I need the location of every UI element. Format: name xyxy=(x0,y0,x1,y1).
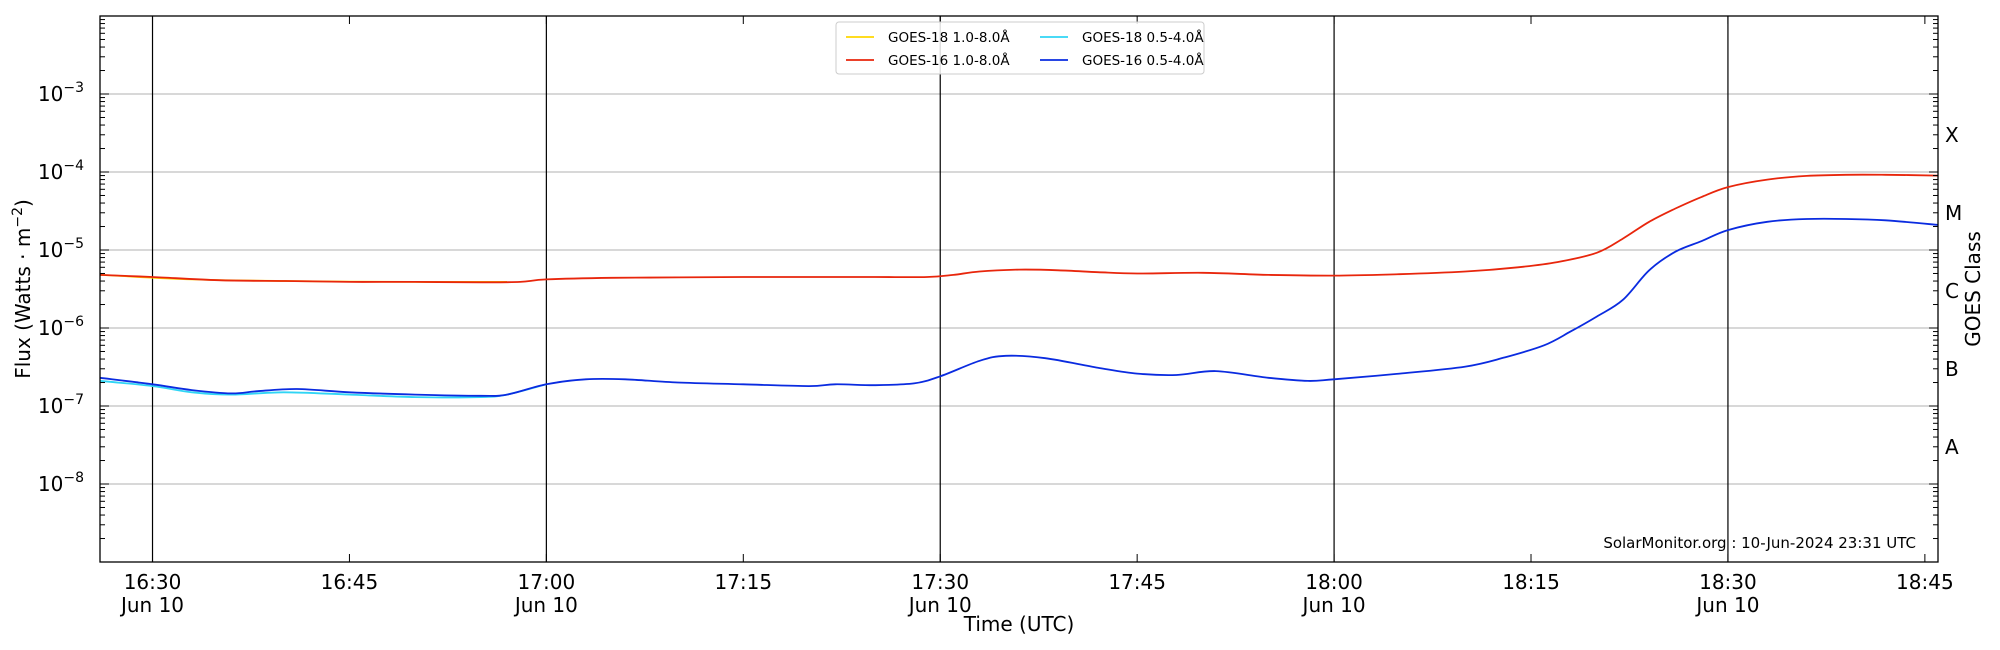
x-tick-label: 17:00 xyxy=(518,570,576,594)
x-tick-label: 16:30 xyxy=(124,570,182,594)
legend-box xyxy=(835,21,1205,75)
x-tick-label: 18:00 xyxy=(1305,570,1363,594)
x-tick-label: 18:15 xyxy=(1502,570,1560,594)
legend-entry-label: GOES-16 0.5-4.0Å xyxy=(1082,52,1204,69)
legend: GOES-18 1.0-8.0Å GOES-16 1.0-8.0Å GOES-18 … xyxy=(835,21,1205,75)
legend-entry-label: GOES-18 0.5-4.0Å xyxy=(1082,29,1204,46)
x-tick-date-label: Jun 10 xyxy=(119,593,184,617)
vertical-marker-lines xyxy=(151,16,1729,562)
y-tick-exponent: −5 xyxy=(63,236,84,252)
y-tick-base: 10 xyxy=(38,316,63,340)
series-lines xyxy=(100,173,1938,399)
goes-class-label: X xyxy=(1945,123,1959,147)
y-tick-exponent: −8 xyxy=(63,470,84,486)
y-tick-exponent: −3 xyxy=(63,80,84,96)
x-tick-label: 16:45 xyxy=(321,570,379,594)
y-tick-label: 10−5 xyxy=(38,236,84,262)
y-axis-label: Flux (Watts · m−2) xyxy=(10,199,35,379)
x-tick-date-label: Jun 10 xyxy=(907,593,972,617)
plot-frame xyxy=(99,15,1939,563)
right-axis-label: GOES Class xyxy=(1961,231,1985,347)
x-tick-date-label: Jun 10 xyxy=(513,593,578,617)
x-tick-label: 18:30 xyxy=(1699,570,1757,594)
y-axis-label-close: ) xyxy=(11,199,35,207)
series-line-3 xyxy=(100,217,1938,397)
goes-class-label: A xyxy=(1945,435,1959,459)
legend-entry-label: GOES-16 1.0-8.0Å xyxy=(888,52,1010,69)
y-tick-exponent: −4 xyxy=(63,158,84,174)
x-tick-date-label: Jun 10 xyxy=(1301,593,1366,617)
x-axis-label: Time (UTC) xyxy=(963,612,1075,636)
goes-class-label: B xyxy=(1945,357,1959,381)
x-tick-label: 18:45 xyxy=(1896,570,1954,594)
y-axis-label-exponent: −2 xyxy=(10,207,26,228)
y-axis-ticks: 10−810−710−610−510−410−3 xyxy=(38,19,109,563)
y-tick-label: 10−8 xyxy=(38,470,84,496)
x-tick-label: 17:30 xyxy=(911,570,969,594)
x-tick-label: 17:45 xyxy=(1108,570,1166,594)
y-tick-base: 10 xyxy=(38,160,63,184)
y-tick-base: 10 xyxy=(38,394,63,418)
grid-lines xyxy=(100,93,1938,485)
y-axis-label-main: Flux (Watts · m xyxy=(11,228,35,379)
y-tick-base: 10 xyxy=(38,238,63,262)
y-tick-label: 10−3 xyxy=(38,80,84,106)
watermark: SolarMonitor.org : 10-Jun-2024 23:31 UTC xyxy=(1603,534,1916,552)
y-tick-exponent: −7 xyxy=(63,392,84,408)
y-tick-exponent: −6 xyxy=(63,314,84,330)
goes-class-label: M xyxy=(1945,201,1962,225)
goes-class-label: C xyxy=(1945,279,1959,303)
right-axis-ticks xyxy=(1929,19,1938,563)
series-line-1 xyxy=(100,173,1938,284)
y-tick-label: 10−6 xyxy=(38,314,84,340)
y-tick-base: 10 xyxy=(38,82,63,106)
goes-class-labels: A B C M X xyxy=(1945,123,1962,459)
y-tick-label: 10−4 xyxy=(38,158,84,184)
legend-entry-label: GOES-18 1.0-8.0Å xyxy=(888,29,1010,46)
y-tick-base: 10 xyxy=(38,472,63,496)
x-tick-date-label: Jun 10 xyxy=(1694,593,1759,617)
y-tick-label: 10−7 xyxy=(38,392,84,418)
x-tick-label: 17:15 xyxy=(714,570,772,594)
